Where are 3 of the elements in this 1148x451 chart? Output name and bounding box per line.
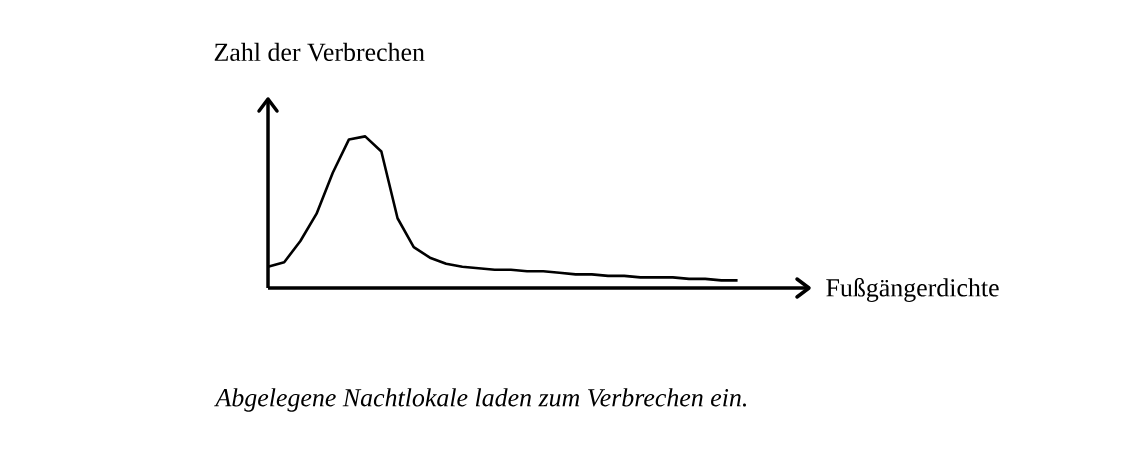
y-axis-title: Zahl der Verbrechen xyxy=(214,42,425,62)
x-axis-title: Fußgängerdichte xyxy=(826,278,999,302)
text: Abgelegene Nachtlokale laden zum Verbrechen ein. xyxy=(214,388,747,412)
